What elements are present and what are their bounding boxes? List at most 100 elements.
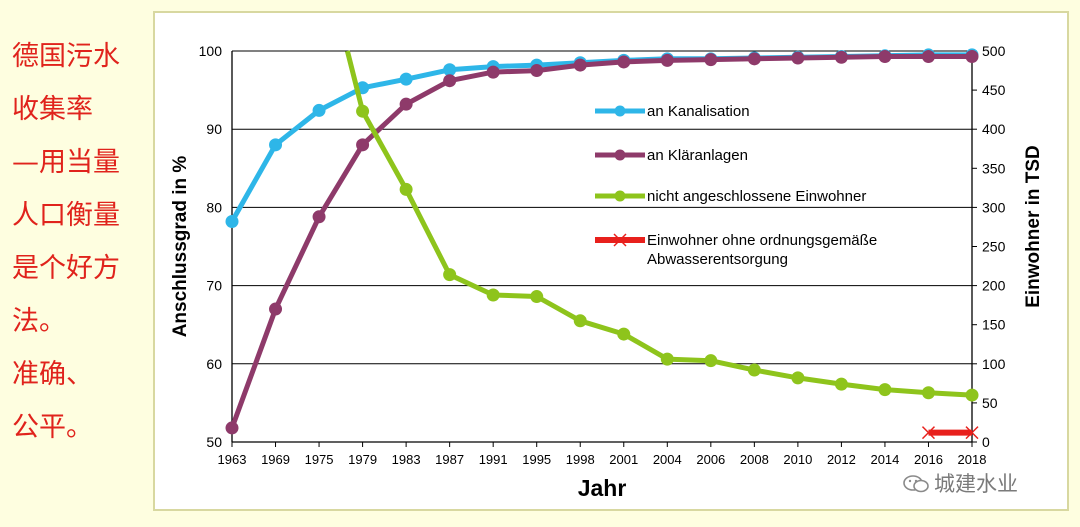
data-point xyxy=(312,103,326,117)
watermark-text: 城建水业 xyxy=(934,472,1018,496)
data-point xyxy=(921,49,935,63)
data-point xyxy=(704,53,718,67)
x-tick-label: 1979 xyxy=(348,452,377,467)
x-tick-label: 2018 xyxy=(958,452,987,467)
side-annotation-line: —用当量 xyxy=(12,147,120,178)
data-point xyxy=(573,314,587,328)
data-point xyxy=(443,63,457,77)
x-tick-label: 2008 xyxy=(740,452,769,467)
data-point xyxy=(312,210,326,224)
data-point xyxy=(921,386,935,400)
x-axis-title: Jahr xyxy=(578,475,627,501)
legend-marker xyxy=(613,233,627,247)
y-tick-label-left: 80 xyxy=(206,199,222,215)
y-tick-label-right: 200 xyxy=(982,278,1006,294)
data-point xyxy=(225,421,239,435)
data-point xyxy=(356,138,370,152)
data-point xyxy=(399,182,413,196)
y-tick-label-left: 90 xyxy=(206,121,222,137)
data-point xyxy=(660,352,674,366)
data-point xyxy=(530,64,544,78)
side-annotation-line: 法。 xyxy=(12,306,66,337)
data-point xyxy=(878,49,892,63)
data-point xyxy=(834,377,848,391)
x-tick-label: 1987 xyxy=(435,452,464,467)
data-point xyxy=(921,426,936,440)
y-tick-label-right: 400 xyxy=(982,121,1006,137)
y-tick-label-right: 350 xyxy=(982,160,1006,176)
wechat-icon xyxy=(902,474,930,494)
y-axis-title-left: Anschlussgrad in % xyxy=(170,156,191,338)
x-tick-label: 2001 xyxy=(609,452,638,467)
series-line xyxy=(344,50,972,398)
line-chart: 50 60 70 80 90 100 0 50 100 150 200 250 300 350 400 450… xyxy=(170,43,1044,501)
legend-label: an Kläranlagen xyxy=(647,147,748,164)
data-point xyxy=(617,327,631,341)
y-tick-label-right: 150 xyxy=(982,317,1006,333)
data-point xyxy=(399,72,413,86)
data-point xyxy=(573,58,587,72)
y-tick-label-left: 70 xyxy=(206,278,222,294)
data-point xyxy=(225,214,239,228)
watermark: 城建水业 xyxy=(902,468,1018,498)
side-annotation-line: 准确、 xyxy=(12,359,93,390)
data-point xyxy=(660,53,674,67)
x-tick-label: 2004 xyxy=(653,452,682,467)
y-tick-label-left: 100 xyxy=(199,43,223,59)
data-point xyxy=(965,426,979,440)
data-point xyxy=(617,55,631,69)
y-tick-label-right: 250 xyxy=(982,239,1006,255)
data-point xyxy=(530,290,544,304)
data-point xyxy=(486,288,500,302)
data-point xyxy=(269,302,283,316)
y-tick-label-right: 100 xyxy=(982,356,1006,372)
y-tick-label-right: 500 xyxy=(982,43,1006,59)
x-tick-label: 1983 xyxy=(392,452,421,467)
data-point xyxy=(965,388,979,402)
data-point xyxy=(399,97,413,111)
x-tick-label: 2014 xyxy=(870,452,899,467)
legend-marker xyxy=(614,105,626,117)
x-tick-label: 2016 xyxy=(914,452,943,467)
y-axis-title-right: Einwohner in TSD xyxy=(1023,145,1044,308)
y-tick-label-right: 450 xyxy=(982,82,1006,98)
legend-label: an Kanalisation xyxy=(647,103,750,120)
x-tick-label: 1963 xyxy=(218,452,247,467)
data-point xyxy=(965,49,979,63)
side-annotation-line: 德国污水 xyxy=(12,41,120,72)
data-point xyxy=(791,371,805,385)
x-tick-label: 2012 xyxy=(827,452,856,467)
y-tick-label-right: 300 xyxy=(982,199,1006,215)
data-point xyxy=(704,354,718,368)
y-tick-label-right: 50 xyxy=(982,395,998,411)
data-point xyxy=(747,363,761,377)
side-annotation: 德国污水 收集率 —用当量 人口衡量 是个好方 法。 准确、 公平。 xyxy=(12,30,152,454)
data-point xyxy=(878,383,892,397)
legend-label: Abwasserentsorgung xyxy=(647,251,788,268)
chart-frame: 50 60 70 80 90 100 0 50 100 150 200 250 300 350 400 450… xyxy=(153,11,1069,511)
data-point xyxy=(443,268,457,282)
data-point xyxy=(486,65,500,79)
data-point xyxy=(747,52,761,66)
data-point xyxy=(356,104,370,118)
side-annotation-line: 收集率 xyxy=(12,94,93,125)
legend-label: nicht angeschlossene Einwohner xyxy=(647,188,866,205)
side-annotation-line: 公平。 xyxy=(12,412,93,443)
legend-marker xyxy=(614,190,626,202)
data-point xyxy=(834,50,848,64)
side-annotation-line: 人口衡量 xyxy=(12,200,120,231)
side-annotation-line: 是个好方 xyxy=(12,253,120,284)
y-tick-label-right: 0 xyxy=(982,434,990,450)
y-tick-label-left: 60 xyxy=(206,356,222,372)
x-tick-label: 1998 xyxy=(566,452,595,467)
x-tick-label: 1975 xyxy=(305,452,334,467)
data-point xyxy=(269,138,283,152)
x-tick-label: 1969 xyxy=(261,452,290,467)
data-point xyxy=(443,74,457,88)
legend-label: Einwohner ohne ordnungsgemäße xyxy=(647,232,877,249)
x-tick-label: 1995 xyxy=(522,452,551,467)
data-point xyxy=(791,51,805,65)
x-tick-label: 2010 xyxy=(783,452,812,467)
x-tick-label: 1991 xyxy=(479,452,508,467)
x-tick-label: 2006 xyxy=(696,452,725,467)
